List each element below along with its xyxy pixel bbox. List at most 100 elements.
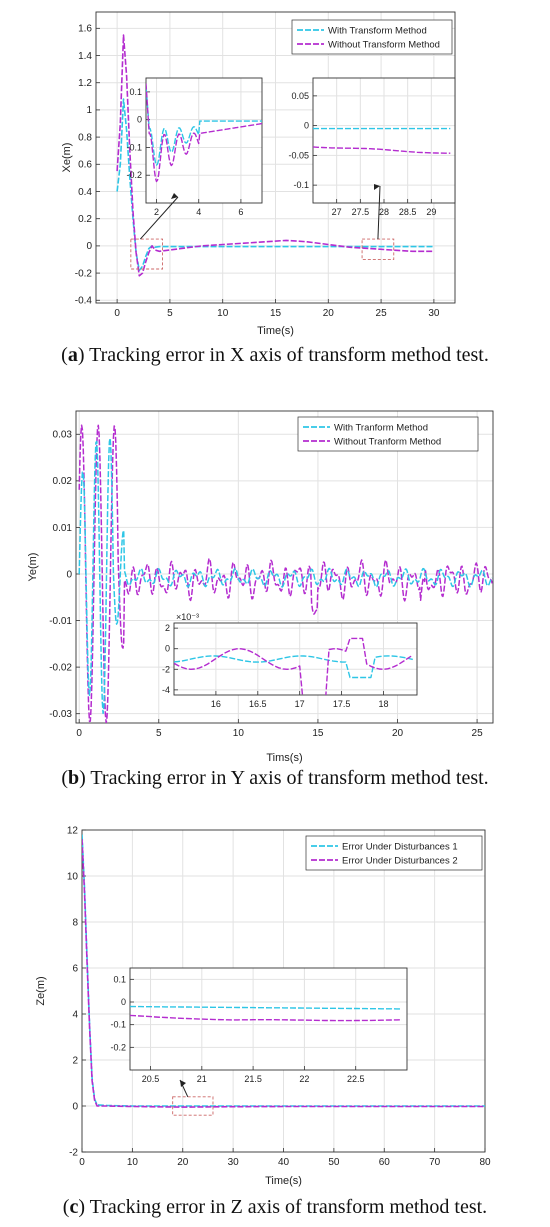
a-inset-right-ytick-label: -0.1 bbox=[293, 180, 309, 190]
c-inset-xtick-label: 20.5 bbox=[142, 1074, 160, 1084]
a-inset-left-line bbox=[146, 86, 262, 166]
b-legend bbox=[297, 416, 479, 452]
c-inset-frame bbox=[129, 967, 408, 1071]
b-ytick-label: -0.03 bbox=[49, 709, 72, 720]
chart-a: 0 5 10 15 20 25 30-0.4-0.200.20.40.60.811.21.4… bbox=[61, 11, 456, 337]
c-xtick-label: 0 bbox=[79, 1157, 85, 1168]
a-ytick-label: 0 bbox=[86, 241, 92, 252]
caption-a: (a) Tracking error in X axis of transfor… bbox=[61, 344, 489, 366]
caption-b-text: Tracking error in Y axis of transform me… bbox=[85, 767, 489, 789]
c-ytick-label: -2 bbox=[69, 1147, 78, 1158]
a-inset-left-ytick-label: 0 bbox=[137, 115, 142, 125]
c-xtick-label: 80 bbox=[479, 1157, 491, 1168]
c-series-line bbox=[82, 839, 485, 1108]
chart-c: 0 10 20 30 40 50 60 70 80-2024681012Time(s)Ze(m)… bbox=[35, 825, 491, 1187]
a-inset-left-ytick-label: -0.2 bbox=[126, 170, 142, 180]
a-inset-right-xtick-label: 28.5 bbox=[399, 207, 417, 217]
c-xtick-label: 60 bbox=[379, 1157, 391, 1168]
c-xtick-label: 50 bbox=[328, 1157, 340, 1168]
a-legend-label: With Transform Method bbox=[328, 26, 427, 37]
b-inset-xtick-label: 16 bbox=[211, 699, 221, 709]
a-inset-left-line bbox=[146, 83, 262, 183]
c-legend bbox=[305, 835, 483, 871]
c-inset-ytick-label: -0.1 bbox=[110, 1020, 126, 1030]
c-legend-label: Error Under Disturbances 1 bbox=[342, 842, 458, 853]
c-ytick-label: 6 bbox=[72, 963, 78, 974]
a-ytick-label: -0.4 bbox=[75, 296, 93, 307]
c-xtick-label: 20 bbox=[177, 1157, 189, 1168]
a-inset-right-frame bbox=[312, 77, 456, 204]
a-inset-left-plot-area bbox=[146, 78, 262, 203]
a-ytick-label: 0.6 bbox=[78, 160, 92, 171]
b-xtick-label: 15 bbox=[312, 728, 324, 739]
a-xtick-label: 30 bbox=[428, 308, 440, 319]
c-inset-line bbox=[129, 1014, 402, 1022]
b-inset-line bbox=[174, 637, 414, 695]
panel-a: 0 5 10 15 20 25 30 -0.4 -0.2 0 0.2 0.4 0.6 0.8 1 1.2 1.4… bbox=[0, 0, 550, 380]
b-xtick-label: 10 bbox=[233, 728, 245, 739]
a-arrow-right bbox=[377, 185, 381, 240]
a-series-group bbox=[116, 34, 434, 277]
c-xtick-label: 10 bbox=[127, 1157, 139, 1168]
b-ytick-label: 0.02 bbox=[53, 476, 73, 487]
b-series-line bbox=[78, 424, 493, 723]
c-series-group bbox=[82, 834, 485, 1108]
b-frame bbox=[75, 410, 494, 724]
c-ytick-label: 12 bbox=[67, 825, 79, 836]
c-inset-line bbox=[129, 1005, 402, 1010]
a-inset-right-xtick-label: 27.5 bbox=[352, 207, 370, 217]
a-inset-left-group bbox=[146, 83, 262, 183]
caption-a-letter: a bbox=[67, 344, 78, 366]
c-frame bbox=[81, 829, 486, 1153]
b-ylabel: Ye(m) bbox=[27, 553, 39, 582]
a-xtick-label: 5 bbox=[167, 308, 173, 319]
a-xtick-label: 0 bbox=[114, 308, 120, 319]
a-inset-left-xtick-label: 4 bbox=[196, 207, 201, 217]
a-ytick-label: 0.8 bbox=[78, 132, 92, 143]
a-zoom-box-left bbox=[130, 238, 163, 270]
a-ytick-label: 0.2 bbox=[78, 214, 92, 225]
c-xtick-label: 40 bbox=[278, 1157, 290, 1168]
c-inset-xtick-label: 22.5 bbox=[347, 1074, 365, 1084]
a-ytick-label: 0.4 bbox=[78, 187, 92, 198]
a-ylabel: Xe(m) bbox=[61, 143, 73, 173]
b-series-group bbox=[78, 424, 493, 723]
a-arrow-left-head bbox=[171, 193, 178, 199]
c-ytick-label: 2 bbox=[72, 1055, 78, 1066]
caption-a-text: Tracking error in X axis of transform me… bbox=[84, 344, 489, 366]
a-xlabel: Time(s) bbox=[257, 325, 294, 337]
c-inset-xtick-label: 21.5 bbox=[244, 1074, 262, 1084]
b-inset-xtick-label: 16.5 bbox=[249, 699, 267, 709]
b-inset-ytick-label: 2 bbox=[165, 623, 170, 633]
b-inset-ytick-label: 0 bbox=[165, 644, 170, 654]
a-inset-right-xtick-label: 28 bbox=[379, 207, 389, 217]
caption-c-letter: c bbox=[69, 1196, 79, 1218]
c-inset-xtick-label: 21 bbox=[197, 1074, 207, 1084]
c-ytick-label: 0 bbox=[72, 1101, 78, 1112]
a-ytick-label: 1 bbox=[86, 105, 92, 116]
b-inset-scale-label: ×10⁻³ bbox=[176, 612, 199, 622]
c-inset-ytick-label: -0.2 bbox=[110, 1042, 126, 1052]
b-legend-label: With Tranform Method bbox=[334, 423, 428, 434]
a-xtick-label: 15 bbox=[270, 308, 282, 319]
a-xtick-label: 20 bbox=[323, 308, 335, 319]
a-inset-left-ytick-label: -0.1 bbox=[126, 142, 142, 152]
b-legend-label: Without Tranform Method bbox=[334, 437, 441, 448]
a-inset-right-line bbox=[312, 146, 451, 154]
b-inset-xtick-label: 17 bbox=[295, 699, 305, 709]
a-inset-left-frame bbox=[145, 77, 263, 204]
a-inset-right-ytick-label: 0 bbox=[304, 121, 309, 131]
b-ytick-label: 0.01 bbox=[53, 523, 73, 534]
a-inset-right-ytick-label: -0.05 bbox=[288, 150, 309, 160]
a-ytick-label: 1.2 bbox=[78, 78, 92, 89]
c-arrow-head bbox=[180, 1080, 186, 1087]
a-inset-left-xtick-label: 6 bbox=[238, 207, 243, 217]
a-xtick-label: 25 bbox=[376, 308, 388, 319]
a-ytick-label: 1.4 bbox=[78, 51, 92, 62]
caption-c: (c) Tracking error in Z axis of transfor… bbox=[62, 1196, 488, 1218]
b-ytick-label: -0.02 bbox=[49, 662, 72, 673]
a-arrow-left bbox=[139, 196, 179, 240]
b-ytick-label: -0.01 bbox=[49, 616, 72, 627]
c-ytick-label: 8 bbox=[72, 917, 78, 928]
c-inset-xtick-label: 22 bbox=[299, 1074, 309, 1084]
